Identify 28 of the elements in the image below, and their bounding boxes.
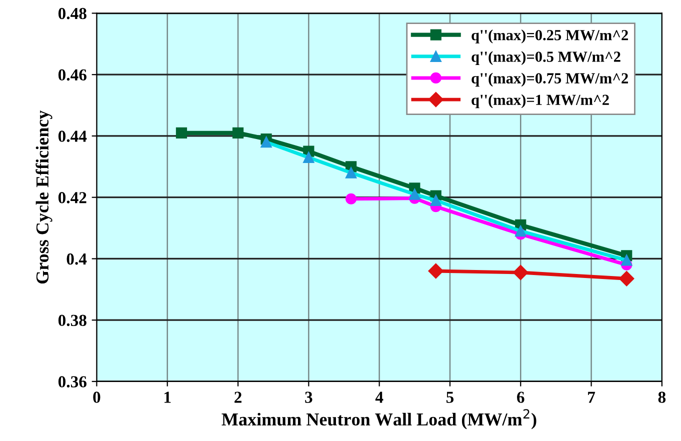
legend-label: q''(max)=0.5 MW/m^2	[472, 51, 620, 65]
point	[513, 264, 528, 280]
legend-label: q''(max)=0.75 MW/m^2	[472, 72, 628, 87]
x-tick-label: 3	[305, 392, 312, 403]
x-tick-label: 4	[375, 392, 384, 403]
point	[176, 127, 188, 138]
y-tick-label: 0.42	[58, 192, 86, 204]
point	[232, 127, 244, 138]
y-tick-label: 0.38	[58, 314, 86, 326]
x-tick-label: 0	[93, 392, 100, 403]
x-tick-label: 7	[588, 392, 596, 403]
point	[346, 193, 357, 204]
point	[619, 271, 634, 286]
x-tick-label: 2	[234, 392, 242, 403]
legend-label: q''(max)=1 MW/m^2	[472, 94, 609, 108]
y-axis-title: Gross Cycle Efficiency	[36, 110, 52, 284]
x-tick-label: 1	[164, 392, 171, 403]
point	[428, 263, 444, 279]
legend-label: q''(max)=0.25 MW/m^2	[472, 30, 628, 44]
y-tick-label: 0.48	[58, 8, 86, 20]
y-tick-label: 0.46	[58, 69, 86, 81]
x-tick-label: 6	[517, 392, 524, 403]
y-tick-label: 0.4	[66, 253, 87, 265]
y-tick-label: 0.36	[58, 376, 86, 388]
x-axis-title: Maximum Neutron Wall Load (MW/m$^{2}$)	[222, 409, 536, 430]
x-tick-label: 8	[658, 392, 666, 403]
x-tick-label: 5	[446, 392, 454, 403]
y-tick-label: 0.44	[58, 130, 87, 142]
